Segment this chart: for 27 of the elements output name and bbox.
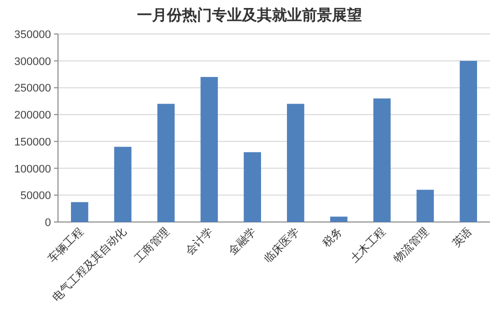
y-tick-label: 250000 <box>14 82 51 95</box>
bar <box>70 202 88 222</box>
x-tick-label: 税务 <box>320 224 345 250</box>
chart-title: 一月份热门专业及其就业前景展望 <box>137 6 362 24</box>
x-tick-label: 工商管理 <box>132 224 172 266</box>
y-tick-label: 100000 <box>14 163 51 176</box>
y-tick-label: 0 <box>44 217 51 229</box>
bar <box>460 60 478 222</box>
x-tick-label: 会计学 <box>182 224 216 258</box>
bar <box>157 104 175 222</box>
bar <box>416 190 434 222</box>
x-tick-label: 金融学 <box>226 224 259 258</box>
x-tick-label: 物流管理 <box>391 224 432 266</box>
bar <box>114 146 132 222</box>
x-tick-label: 临床医学 <box>261 224 302 266</box>
y-tick-label: 200000 <box>14 110 51 122</box>
y-tick-label: 350000 <box>14 29 51 41</box>
bar <box>244 152 262 222</box>
bar <box>286 104 304 222</box>
bar <box>330 216 348 222</box>
x-tick-label: 英语 <box>450 224 475 250</box>
y-tick-label: 300000 <box>14 56 51 68</box>
y-tick-label: 150000 <box>14 136 51 148</box>
bar <box>373 98 391 222</box>
y-tick-label: 50000 <box>20 190 51 202</box>
bar <box>200 76 218 222</box>
x-tick-label: 土木工程 <box>348 224 388 266</box>
